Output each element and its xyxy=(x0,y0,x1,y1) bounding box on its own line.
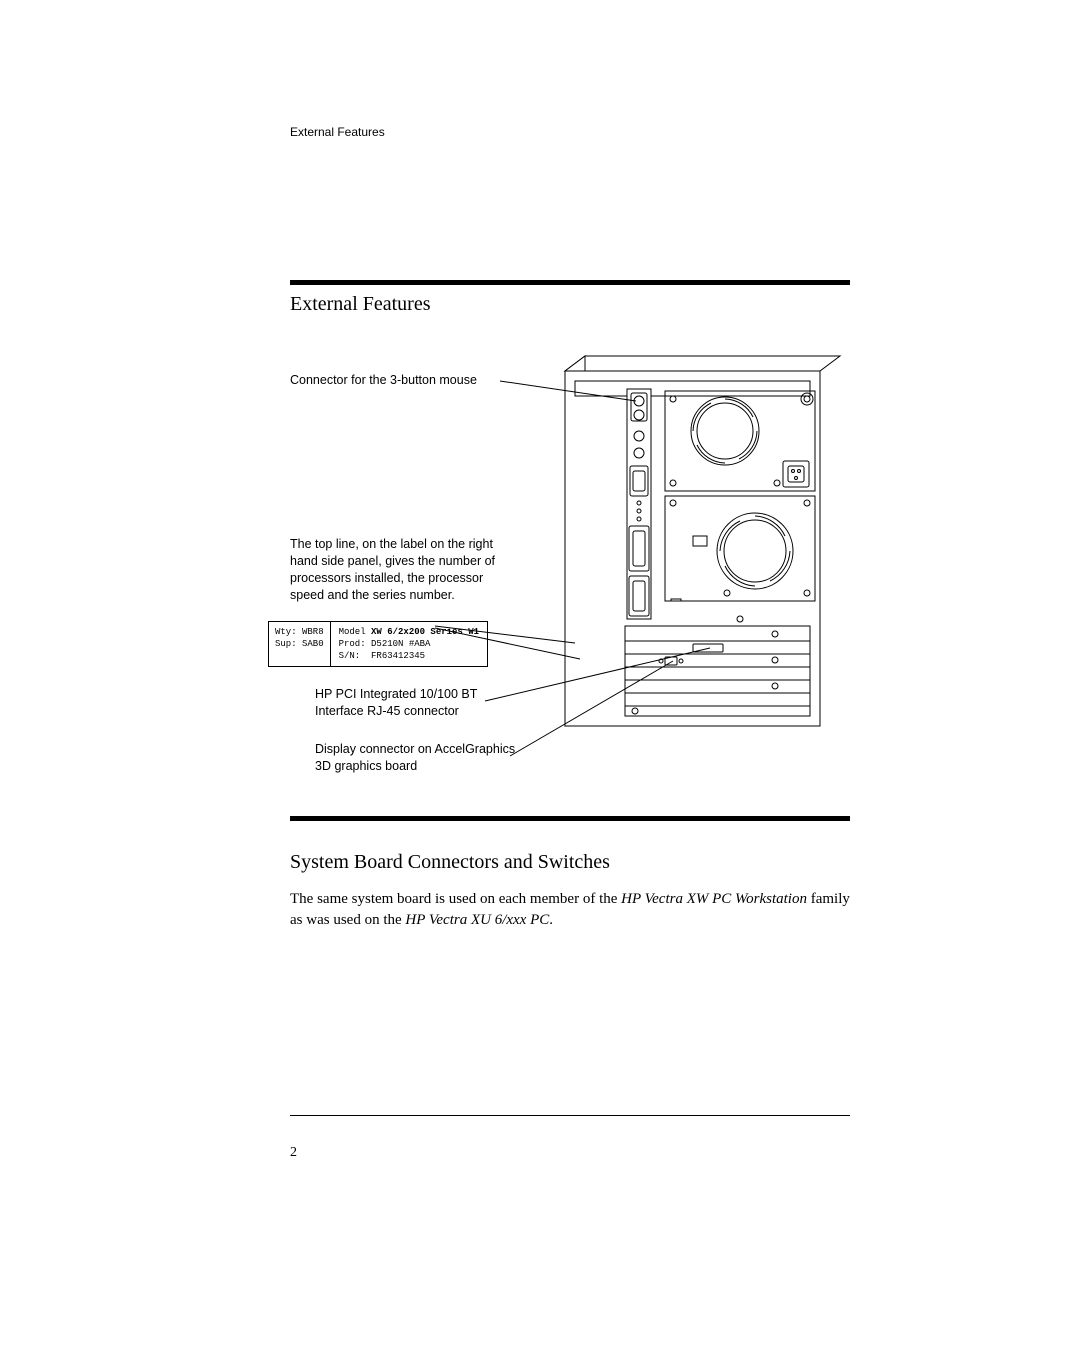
body-part3: . xyxy=(549,912,553,928)
callout-label-description: The top line, on the label on the right … xyxy=(290,536,500,604)
running-head: External Features xyxy=(290,125,385,139)
rule-thick-top xyxy=(290,280,850,285)
body-italic1: HP Vectra XW PC Workstation xyxy=(621,891,807,907)
label-box-left: Wty: WBR8 Sup: SAB0 xyxy=(269,622,331,666)
section-title-system-board: System Board Connectors and Switches xyxy=(290,851,850,874)
content-area: External Features xyxy=(290,280,850,931)
callout-mouse-connector: Connector for the 3-button mouse xyxy=(290,372,510,389)
label-box-right: Model XW 6/2x200 Series W1 Prod: D5210N … xyxy=(331,622,487,666)
page-number: 2 xyxy=(290,1145,297,1161)
body-italic2: HP Vectra XU 6/xxx PC xyxy=(405,912,549,928)
bottom-rule-container xyxy=(290,1115,850,1116)
label-right-prefix: Model xyxy=(339,627,371,637)
body-part1: The same system board is used on each me… xyxy=(290,891,621,907)
callout-lan-connector: HP PCI Integrated 10/100 BT Interface RJ… xyxy=(315,686,505,720)
label-right-bold: XW 6/2x200 Series W1 xyxy=(371,627,479,637)
diagram-container: Connector for the 3-button mouse The top… xyxy=(290,341,850,781)
rule-thick-mid xyxy=(290,816,850,821)
label-left-line2: Sup: SAB0 xyxy=(275,639,324,649)
product-label-box: Wty: WBR8 Sup: SAB0 Model XW 6/2x200 Ser… xyxy=(268,621,488,667)
document-page: External Features External Features xyxy=(0,0,1080,1364)
callout-display-connector: Display connector on AccelGraphics 3D gr… xyxy=(315,741,525,775)
label-right-line2: Prod: D5210N #ABA xyxy=(339,639,431,649)
label-right-line3: S/N: FR63412345 xyxy=(339,651,425,661)
body-paragraph: The same system board is used on each me… xyxy=(290,889,850,931)
section-title-external-features: External Features xyxy=(290,293,850,316)
label-left-line1: Wty: WBR8 xyxy=(275,627,324,637)
rule-thin-bottom xyxy=(290,1115,850,1116)
